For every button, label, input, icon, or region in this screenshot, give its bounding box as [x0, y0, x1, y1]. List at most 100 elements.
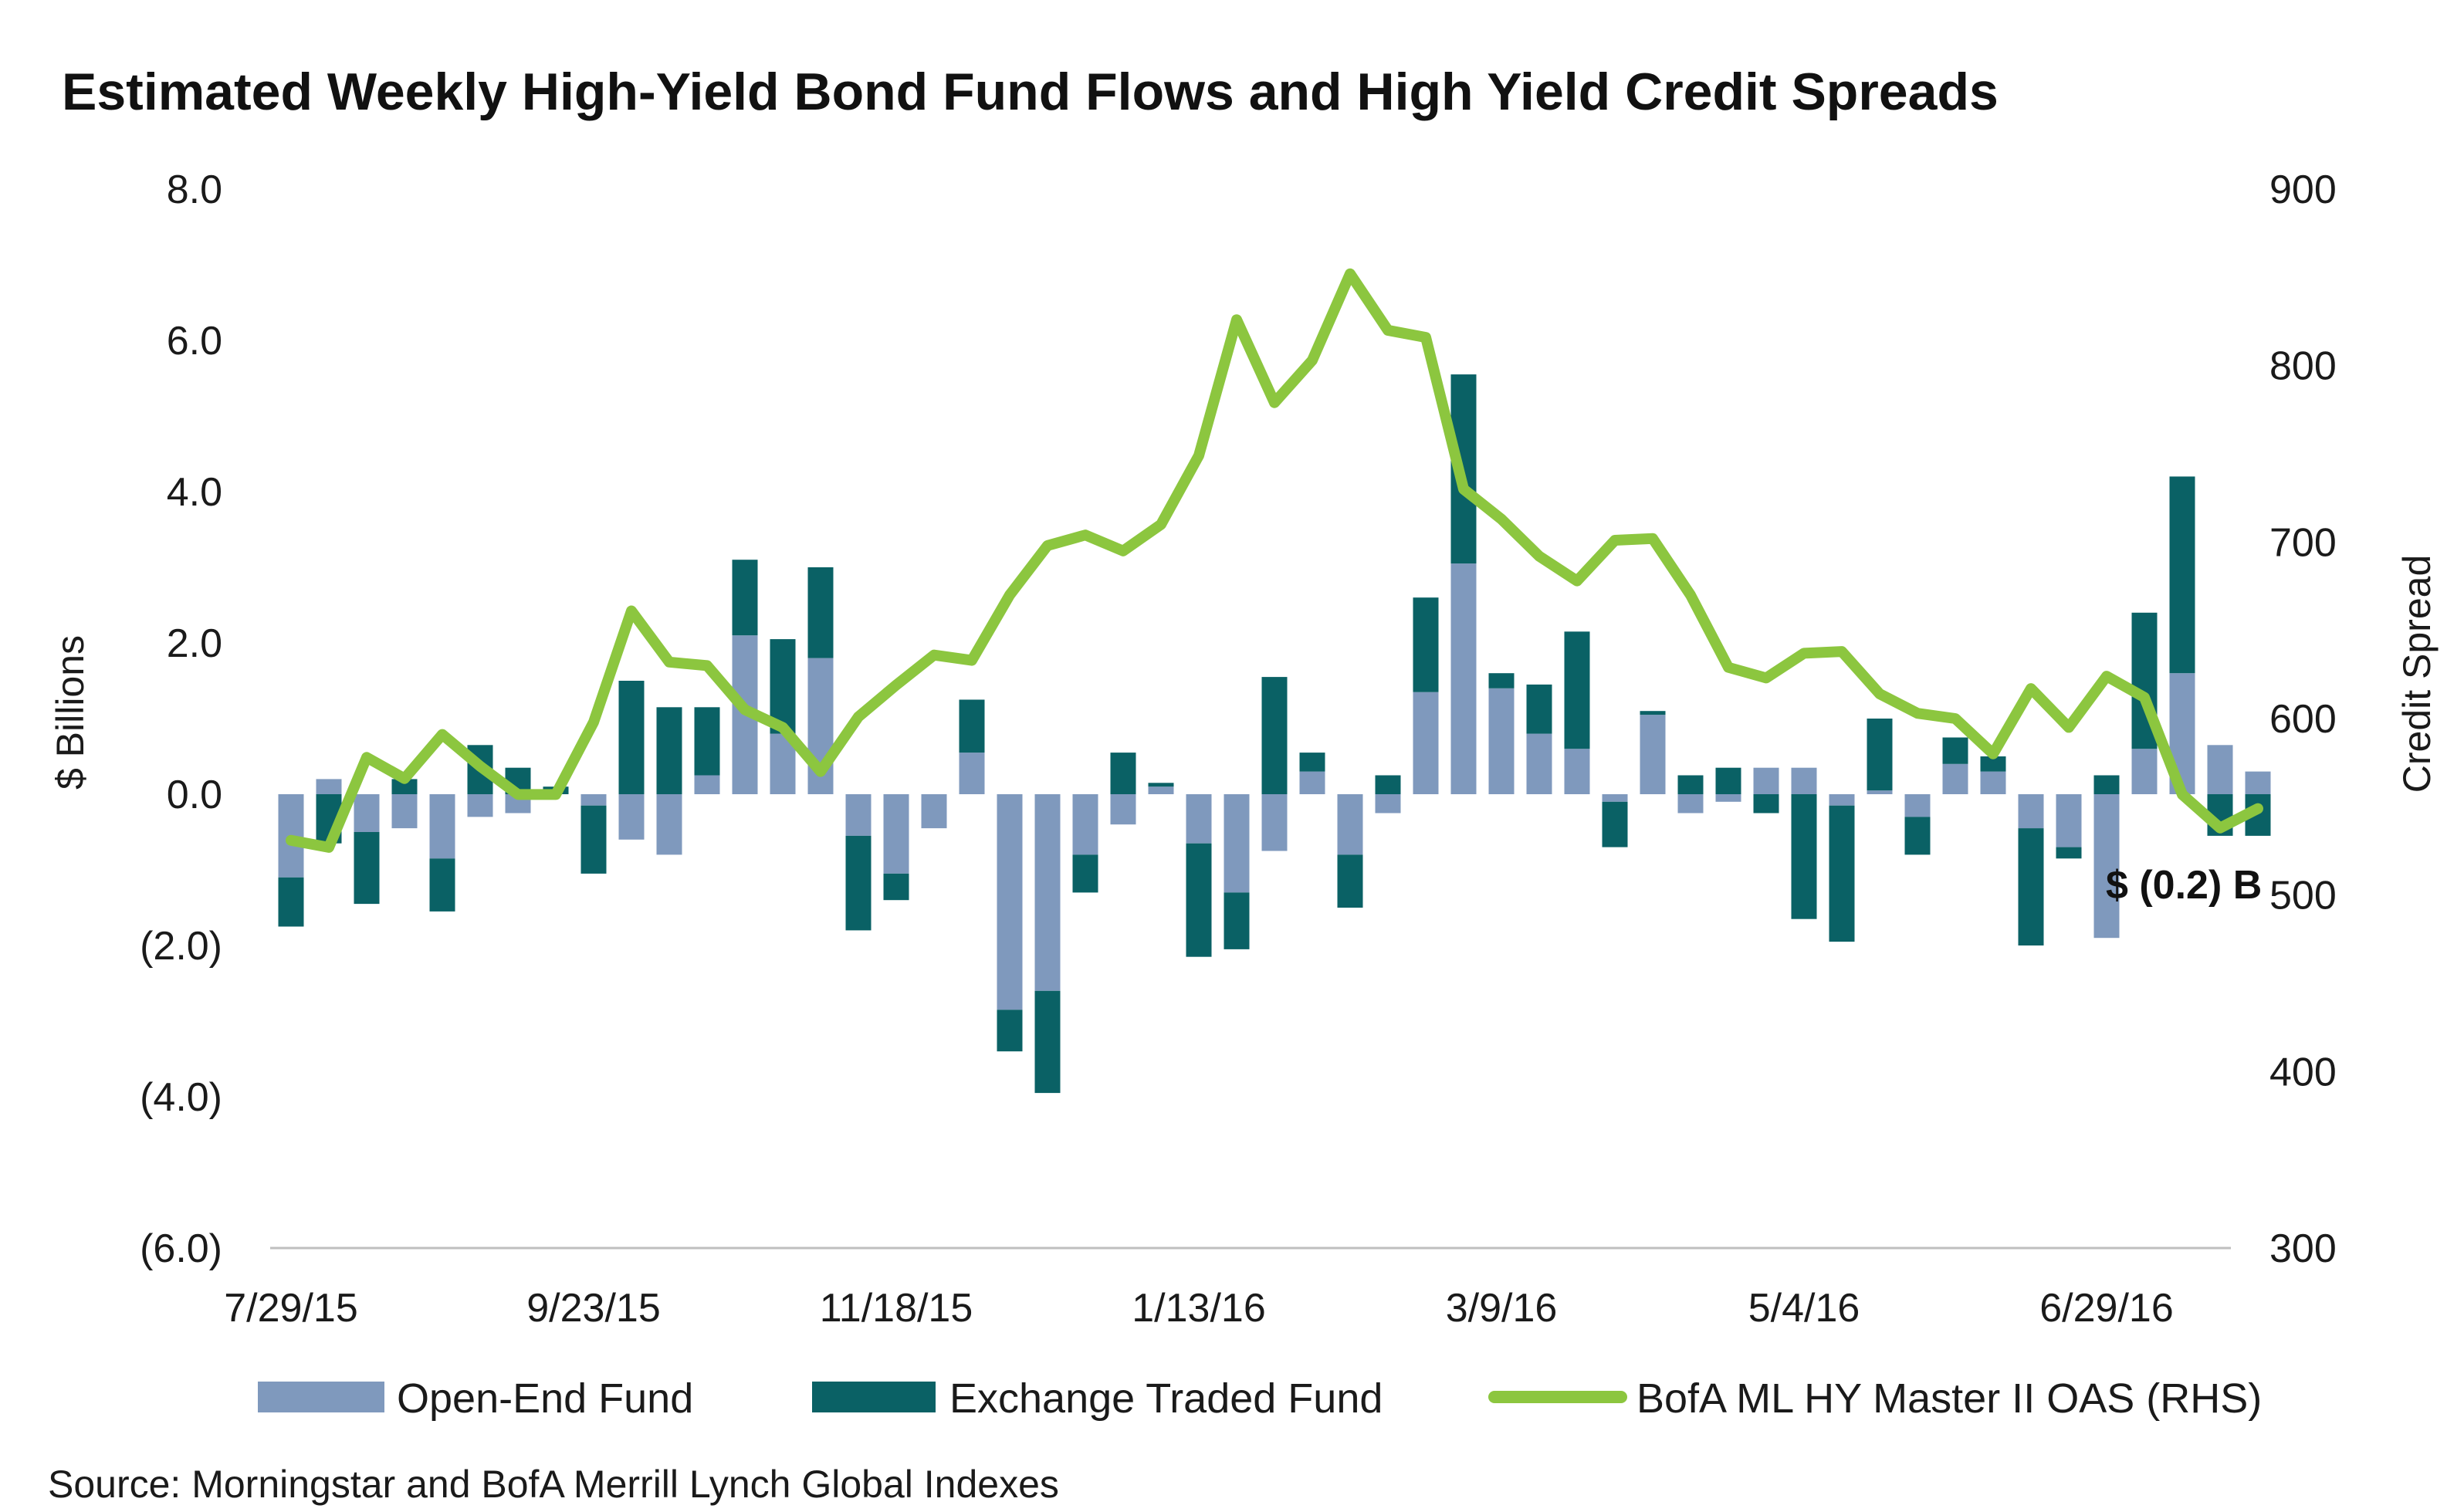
left-axis-ticks: 8.0 6.0 4.0 2.0 0.0 (2.0) (4.0) (6.0): [140, 167, 222, 1271]
x-tick-label: 7/29/15: [224, 1286, 358, 1331]
bar-open-end-fund: [1753, 767, 1779, 794]
legend-label-oas-line: BofA ML HY Master II OAS (RHS): [1636, 1375, 2262, 1422]
bar-exchange-traded-fund: [1640, 711, 1666, 715]
bar-exchange-traded-fund: [1904, 817, 1931, 855]
spread-line-series: [286, 268, 2263, 853]
bar-exchange-traded-fund: [1413, 597, 1439, 692]
bar-open-end-fund: [1299, 771, 1325, 794]
bar-open-end-fund: [580, 794, 607, 806]
legend-label-exchange-traded-fund: Exchange Traded Fund: [949, 1375, 1383, 1422]
bar-open-end-fund: [694, 775, 720, 794]
bar-exchange-traded-fund: [1829, 805, 1855, 942]
bar-exchange-traded-fund: [1110, 753, 1136, 794]
bar-exchange-traded-fund: [2056, 847, 2082, 859]
y-tick-label: 8.0: [167, 167, 222, 212]
y2-tick-label: 300: [2269, 1226, 2337, 1271]
bar-exchange-traded-fund: [1224, 892, 1250, 949]
bar-exchange-traded-fund: [391, 779, 418, 794]
bar-exchange-traded-fund: [1753, 794, 1779, 814]
bar-open-end-fund: [883, 794, 909, 874]
bar-open-end-fund: [1829, 794, 1855, 806]
bar-open-end-fund: [2093, 794, 2120, 939]
bar-open-end-fund: [1677, 794, 1704, 814]
bar-open-end-fund: [429, 794, 455, 859]
y-tick-label: (4.0): [140, 1075, 222, 1120]
bar-exchange-traded-fund: [845, 835, 872, 931]
bar-open-end-fund: [1186, 794, 1212, 844]
bar-exchange-traded-fund: [1034, 990, 1061, 1094]
bar-open-end-fund: [2056, 794, 2082, 847]
bar-exchange-traded-fund: [1564, 631, 1590, 749]
bar-exchange-traded-fund: [1299, 753, 1325, 772]
bar-exchange-traded-fund: [997, 1010, 1023, 1052]
bar-open-end-fund: [1488, 688, 1515, 794]
bar-open-end-fund: [1261, 794, 1288, 851]
bar-open-end-fund: [1224, 794, 1250, 893]
y-axis-title: $ Billions: [49, 635, 92, 790]
bar-exchange-traded-fund: [1072, 854, 1098, 893]
x-tick-label: 11/18/15: [820, 1286, 973, 1331]
y-tick-label: (2.0): [140, 924, 222, 969]
bar-open-end-fund: [997, 794, 1023, 1010]
bar-exchange-traded-fund: [1677, 775, 1704, 794]
y-tick-label: (6.0): [140, 1226, 222, 1271]
bar-exchange-traded-fund: [732, 560, 758, 636]
bar-open-end-fund: [1904, 794, 1931, 817]
bar-exchange-traded-fund: [807, 567, 834, 658]
bar-open-end-fund: [1715, 794, 1741, 802]
bar-exchange-traded-fund: [656, 707, 682, 794]
x-tick-label: 3/9/16: [1446, 1286, 1558, 1331]
bar-open-end-fund: [1980, 771, 2006, 794]
bar-open-end-fund: [1072, 794, 1098, 855]
legend-swatch-open-end-fund: [258, 1382, 384, 1412]
bar-exchange-traded-fund: [2093, 775, 2120, 794]
bar-open-end-fund: [1110, 794, 1136, 825]
x-tick-label: 1/13/16: [1132, 1286, 1266, 1331]
bar-open-end-fund: [391, 794, 418, 829]
bar-open-end-fund: [959, 753, 985, 794]
bar-exchange-traded-fund: [1602, 801, 1628, 847]
x-tick-label: 9/23/15: [526, 1286, 661, 1331]
bar-open-end-fund: [1942, 763, 1968, 794]
bar-open-end-fund: [845, 794, 872, 836]
legend-swatch-exchange-traded-fund: [812, 1382, 936, 1412]
source-note: Source: Morningstar and BofA Merrill Lyn…: [48, 1463, 1059, 1506]
bar-exchange-traded-fund: [959, 699, 985, 753]
x-tick-label: 5/4/16: [1748, 1286, 1860, 1331]
bar-exchange-traded-fund: [429, 858, 455, 912]
x-axis-ticks: 7/29/15 9/23/15 11/18/15 1/13/16 3/9/16 5/4/1…: [224, 1286, 2174, 1331]
bar-open-end-fund: [1148, 786, 1174, 794]
bar-exchange-traded-fund: [1488, 673, 1515, 688]
legend: Open-End Fund Exchange Traded Fund BofA …: [258, 1375, 2262, 1422]
bar-open-end-fund: [1867, 790, 1893, 794]
bar-open-end-fund: [1337, 794, 1363, 855]
bar-exchange-traded-fund: [1980, 756, 2006, 772]
bar-open-end-fund: [1791, 767, 1817, 794]
bar-open-end-fund: [2131, 749, 2158, 794]
y2-tick-label: 900: [2269, 167, 2337, 212]
y2-tick-label: 600: [2269, 697, 2337, 742]
y-tick-label: 4.0: [167, 470, 222, 515]
bar-exchange-traded-fund: [2169, 476, 2195, 674]
chart-title: Estimated Weekly High-Yield Bond Fund Fl…: [62, 63, 1999, 121]
bar-open-end-fund: [1602, 794, 1628, 802]
bar-exchange-traded-fund: [1526, 684, 1552, 734]
bar-open-end-fund: [1375, 794, 1401, 814]
bar-series-group: [278, 374, 2271, 1094]
bar-open-end-fund: [1564, 749, 1590, 794]
bar-open-end-fund: [1526, 733, 1552, 794]
bar-open-end-fund: [2245, 771, 2271, 794]
y2-tick-label: 400: [2269, 1050, 2337, 1094]
right-axis-ticks: 900 800 700 600 500 400 300: [2269, 167, 2337, 1271]
bar-open-end-fund: [921, 794, 947, 829]
bar-exchange-traded-fund: [1715, 767, 1741, 794]
bar-open-end-fund: [467, 794, 493, 817]
bar-open-end-fund: [1413, 692, 1439, 794]
bar-open-end-fund: [2207, 745, 2233, 794]
legend-label-open-end-fund: Open-End Fund: [397, 1375, 693, 1422]
bar-exchange-traded-fund: [694, 707, 720, 776]
bar-open-end-fund: [354, 794, 380, 832]
bar-exchange-traded-fund: [354, 832, 380, 905]
bar-exchange-traded-fund: [1375, 775, 1401, 794]
